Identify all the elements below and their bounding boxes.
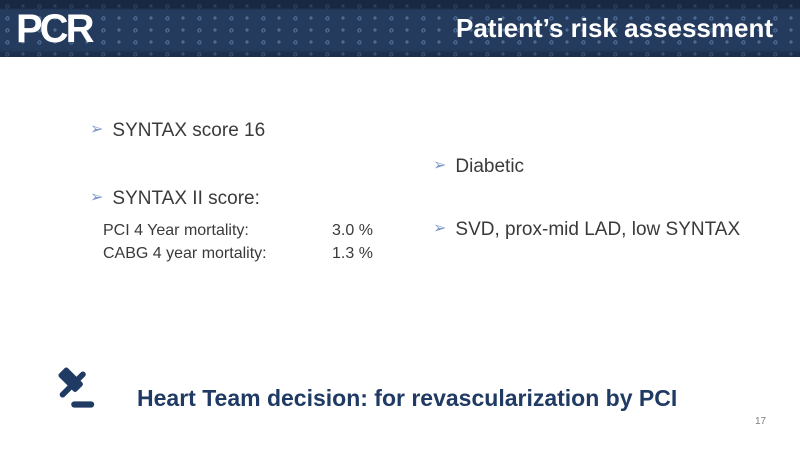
- page-number: 17: [755, 416, 767, 427]
- cabg-mortality-value: 1.3 %: [332, 244, 373, 262]
- pci-mortality-label: PCI 4 Year mortality:: [103, 221, 249, 239]
- arrow-bullet-icon: ➢: [90, 121, 104, 138]
- arrow-bullet-icon: ➢: [433, 220, 447, 237]
- bullet-svd-lad-syntax: ➢ SVD, prox-mid LAD, low SYNTAX: [433, 219, 740, 241]
- pci-mortality-value: 3.0 %: [332, 221, 373, 239]
- syntax-ii-details: PCI 4 Year mortality: 3.0 % CABG 4 year …: [103, 219, 373, 265]
- slide-header: PCR Patient’s risk assessment: [0, 0, 800, 57]
- bullet-syntax-score-label: SYNTAX score 16: [112, 120, 266, 141]
- slide-title: Patient’s risk assessment: [456, 13, 773, 43]
- decision-text: Heart Team decision: for revascularizati…: [137, 385, 678, 411]
- subrow-pci-mortality: PCI 4 Year mortality: 3.0 %: [103, 219, 373, 242]
- bullet-diabetic: ➢ Diabetic: [433, 156, 524, 178]
- cabg-mortality-label: CABG 4 year mortality:: [103, 244, 267, 262]
- pcr-logo: PCR: [16, 7, 94, 51]
- bullet-syntax-score: ➢ SYNTAX score 16: [90, 120, 265, 142]
- gavel-icon: [58, 367, 95, 408]
- arrow-bullet-icon: ➢: [90, 189, 104, 206]
- bullet-syntax-ii-score: ➢ SYNTAX II score:: [90, 188, 260, 210]
- bullet-diabetic-label: Diabetic: [455, 156, 525, 177]
- arrow-bullet-icon: ➢: [433, 157, 447, 174]
- subrow-cabg-mortality: CABG 4 year mortality: 1.3 %: [103, 242, 373, 265]
- bullet-syntax-ii-score-label: SYNTAX II score:: [112, 188, 260, 209]
- bullet-svd-lad-syntax-label: SVD, prox-mid LAD, low SYNTAX: [455, 219, 741, 240]
